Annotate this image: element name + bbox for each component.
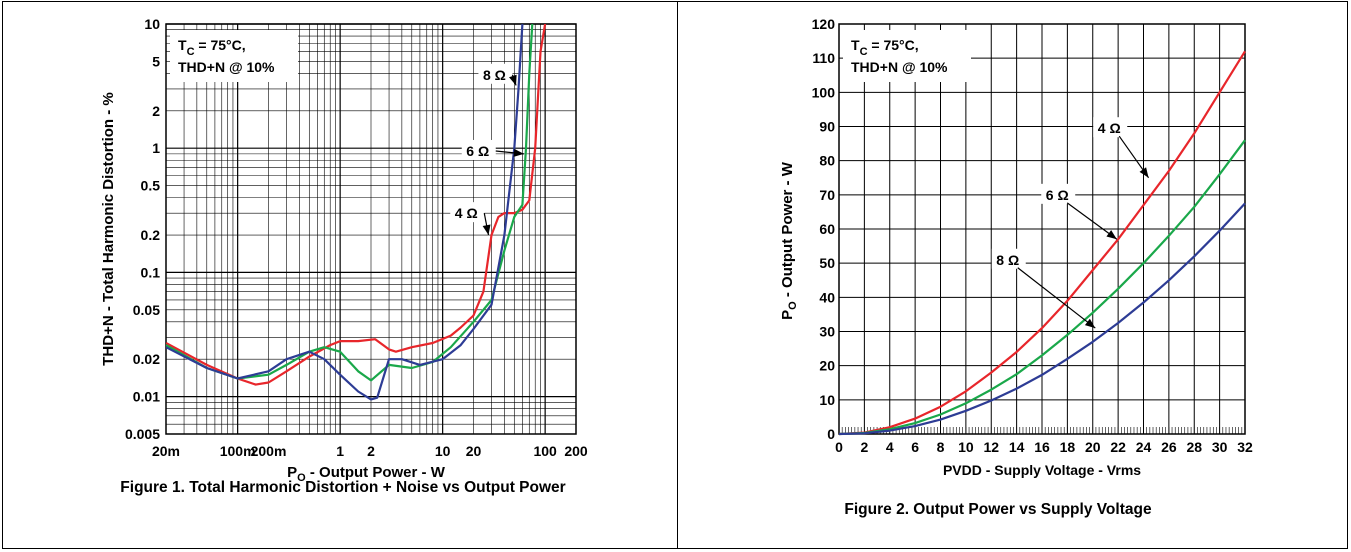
series-label-8-ohm: 8 Ω — [996, 252, 1019, 268]
series-label-arrowhead — [1106, 230, 1117, 240]
y-tick-label-80: 80 — [819, 153, 835, 169]
series-line-4-ohm — [838, 50, 1246, 436]
y-tick-label-60: 60 — [819, 221, 835, 237]
y-tick-label-5: 5 — [152, 53, 160, 69]
y-tick-label-50: 50 — [819, 255, 835, 271]
series-label-arrowhead — [1084, 318, 1096, 329]
x-tick-label-0: 0 — [835, 439, 843, 455]
x-tick-label-200: 200 — [564, 443, 588, 459]
x-tick-label-16: 16 — [1034, 439, 1050, 455]
y-tick-label-10: 10 — [144, 16, 160, 32]
x-tick-label-14: 14 — [1009, 439, 1025, 455]
series-label-leader — [1017, 267, 1096, 329]
x-tick-label-26: 26 — [1161, 439, 1177, 455]
figure-1-caption: Figure 1. Total Harmonic Distortion + No… — [120, 479, 566, 496]
x-tick-label-8: 8 — [937, 439, 945, 455]
x-tick-label-24: 24 — [1136, 439, 1152, 455]
series-label-arrowhead — [509, 74, 517, 86]
x-tick-label-100m: 100m — [220, 443, 256, 459]
series-label-4-ohm: 4 Ω — [455, 205, 478, 221]
y-axis-title: PO - Output Power - W — [779, 161, 799, 320]
figure-1-annotation-box — [170, 30, 298, 82]
x-axis-title: PO - Output Power - W — [287, 464, 446, 484]
y-tick-label-10: 10 — [819, 392, 835, 408]
y-tick-label-30: 30 — [819, 324, 835, 340]
x-axis-title: PVDD - Supply Voltage - Vrms — [943, 462, 1141, 478]
x-tick-label-22: 22 — [1110, 439, 1126, 455]
figure-2-panel: TC = 75°C, THD+N @ 10% 0 2 4 6 8 10 12 14 16 18 20 22… — [677, 1, 1348, 549]
y-axis-title: THD+N - Total Harmonic Distortion - % — [100, 92, 117, 365]
series-label-arrowhead — [482, 224, 491, 236]
y-tick-label-120: 120 — [812, 16, 836, 32]
output-power-vs-supply-voltage-chart: TC = 75°C,THD+N @ 10%0 2 4 6 8 10 12 14 16 18 20 22… — [779, 16, 1253, 478]
y-tick-label-0-02: 0.02 — [133, 351, 160, 367]
series-label-8-ohm: 8 Ω — [483, 67, 506, 83]
y-tick-label-2: 2 — [152, 103, 160, 119]
y-tick-label-70: 70 — [819, 187, 835, 203]
plot-border — [838, 23, 1246, 435]
figure-2-annotation-box — [843, 30, 971, 82]
series-label-bg — [1093, 117, 1128, 138]
figure-1-annotation-line-1: TC = 75°C, — [178, 37, 246, 58]
series-line-8-ohm — [838, 202, 1246, 436]
x-tick-label-18: 18 — [1060, 439, 1076, 455]
y-tick-label-40: 40 — [819, 289, 835, 305]
x-tick-label-200m: 200m — [251, 443, 287, 459]
x-tick-label-1: 1 — [336, 443, 344, 459]
x-tick-label-4: 4 — [886, 439, 894, 455]
series-label-6-ohm: 6 Ω — [466, 143, 489, 159]
figure-1-panel: TC = 75°C, THD+N @ 10% 20m 100m 200m 1 2 10 20 10… — [2, 1, 678, 549]
x-tick-label-20: 20 — [466, 443, 482, 459]
series-label-4-ohm: 4 Ω — [1098, 120, 1121, 136]
y-tick-label-0: 0 — [827, 426, 835, 442]
series-label-leader — [1066, 202, 1118, 240]
series-label-arrowhead — [513, 148, 524, 157]
y-tick-label-0-5: 0.5 — [141, 178, 161, 194]
series-label-bg — [991, 248, 1026, 269]
y-tick-label-100: 100 — [812, 84, 836, 100]
series-label-6-ohm: 6 Ω — [1046, 187, 1069, 203]
series-line-6-ohm — [838, 139, 1246, 436]
y-tick-label-110: 110 — [812, 50, 835, 66]
series-label-bg — [461, 139, 496, 160]
x-tick-label-2: 2 — [367, 443, 375, 459]
y-tick-label-0-1: 0.1 — [141, 264, 161, 280]
figure-1-annotation-line-2: THD+N @ 10% — [178, 59, 275, 75]
figure-2-annotation-line-1: TC = 75°C, — [851, 37, 919, 58]
x-tick-label-2: 2 — [860, 439, 868, 455]
y-tick-label-90: 90 — [819, 119, 835, 135]
x-tick-label-10: 10 — [435, 443, 451, 459]
x-tick-label-30: 30 — [1212, 439, 1228, 455]
x-tick-label-10: 10 — [958, 439, 974, 455]
series-label-arrowhead — [1139, 167, 1149, 178]
x-tick-label-6: 6 — [911, 439, 919, 455]
x-tick-label-20: 20 — [1085, 439, 1101, 455]
x-tick-label-100: 100 — [533, 443, 557, 459]
plot-border — [165, 23, 577, 435]
series-line-6-ohm — [166, 24, 534, 382]
x-tick-label-12: 12 — [983, 439, 999, 455]
x-tick-label-20m: 20m — [152, 443, 180, 459]
figure-2-annotation-line-2: THD+N @ 10% — [851, 59, 948, 75]
series-label-bg — [478, 63, 513, 84]
y-tick-label-0-05: 0.05 — [133, 302, 160, 318]
y-tick-label-1: 1 — [152, 140, 160, 156]
series-label-bg — [450, 202, 485, 223]
x-tick-label-32: 32 — [1237, 439, 1253, 455]
series-line-8-ohm — [166, 24, 524, 401]
y-tick-label-20: 20 — [819, 358, 835, 374]
series-label-bg — [1041, 183, 1076, 204]
y-tick-label-0-2: 0.2 — [141, 227, 161, 243]
y-tick-label-0-005: 0.005 — [125, 426, 160, 442]
x-tick-label-28: 28 — [1186, 439, 1202, 455]
figure-2-caption: Figure 2. Output Power vs Supply Voltage — [844, 501, 1152, 518]
y-tick-label-0-01: 0.01 — [133, 389, 160, 405]
